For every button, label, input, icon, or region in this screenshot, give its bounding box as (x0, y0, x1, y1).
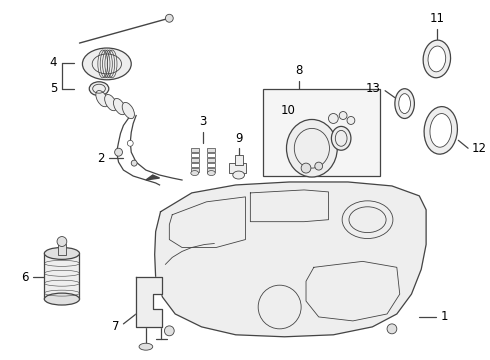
Ellipse shape (424, 107, 458, 154)
Text: 8: 8 (295, 64, 303, 77)
Circle shape (166, 14, 173, 22)
Ellipse shape (331, 126, 351, 150)
Ellipse shape (96, 90, 108, 107)
Circle shape (301, 163, 311, 173)
Circle shape (127, 140, 133, 146)
Ellipse shape (395, 89, 415, 118)
Bar (207, 148, 215, 152)
Circle shape (315, 162, 322, 170)
Text: 6: 6 (21, 271, 29, 284)
Circle shape (347, 117, 355, 125)
Ellipse shape (399, 94, 411, 113)
Bar (191, 158, 198, 162)
Text: 13: 13 (366, 82, 380, 95)
Circle shape (115, 148, 122, 156)
Ellipse shape (428, 46, 446, 72)
Bar (191, 153, 198, 157)
Bar (229, 163, 246, 173)
Polygon shape (155, 182, 426, 337)
Ellipse shape (113, 98, 125, 115)
Text: 10: 10 (281, 104, 295, 117)
Ellipse shape (105, 94, 117, 111)
Bar (45, 253, 79, 299)
Ellipse shape (207, 171, 215, 176)
Ellipse shape (287, 120, 337, 177)
Circle shape (131, 160, 137, 166)
Text: 7: 7 (112, 320, 120, 333)
Bar (58, 243, 66, 255)
Circle shape (387, 324, 397, 334)
Ellipse shape (45, 247, 79, 260)
Text: 11: 11 (429, 12, 444, 25)
Bar (263, 89, 380, 176)
Polygon shape (146, 175, 160, 180)
Ellipse shape (191, 171, 198, 176)
Ellipse shape (430, 113, 452, 147)
Ellipse shape (233, 171, 245, 179)
Ellipse shape (45, 293, 79, 305)
Ellipse shape (122, 102, 134, 119)
Bar (191, 168, 198, 172)
Bar (191, 163, 198, 167)
Circle shape (339, 112, 347, 120)
Circle shape (328, 113, 338, 123)
Text: 3: 3 (199, 116, 206, 129)
Text: 9: 9 (235, 132, 243, 145)
Text: 4: 4 (49, 57, 57, 69)
Bar (191, 148, 198, 152)
Text: 5: 5 (49, 82, 57, 95)
Ellipse shape (139, 343, 153, 350)
Bar (207, 158, 215, 162)
Bar (207, 168, 215, 172)
Bar (207, 163, 215, 167)
Text: 12: 12 (472, 142, 487, 155)
Bar (207, 153, 215, 157)
Bar (235, 155, 243, 165)
Circle shape (165, 326, 174, 336)
Circle shape (57, 237, 67, 247)
Ellipse shape (423, 40, 451, 78)
Ellipse shape (89, 82, 109, 96)
Polygon shape (136, 277, 163, 327)
Text: 1: 1 (441, 310, 448, 323)
Text: 2: 2 (98, 152, 105, 165)
Ellipse shape (82, 48, 131, 80)
